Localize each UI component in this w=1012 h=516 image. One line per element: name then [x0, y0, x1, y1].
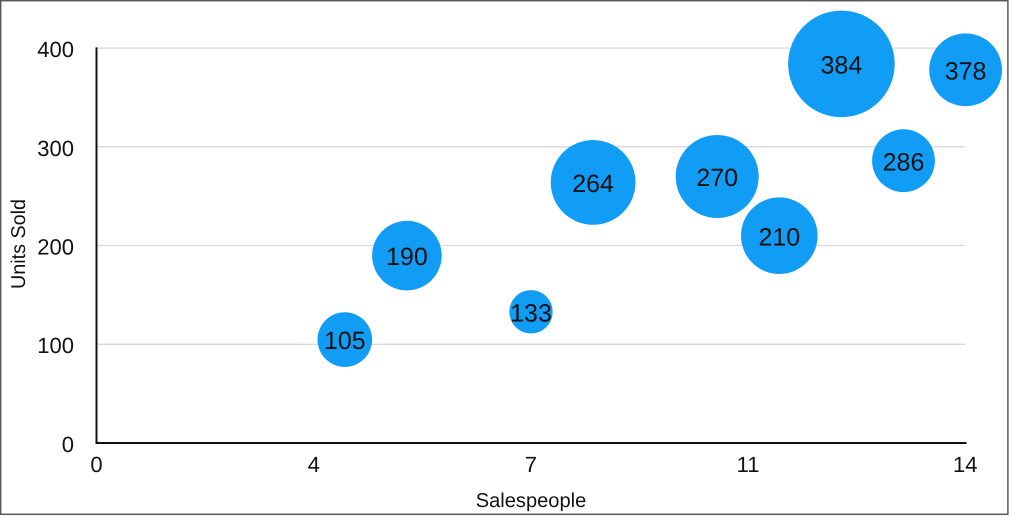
svg-text:286: 286	[883, 148, 925, 176]
svg-text:210: 210	[758, 223, 800, 251]
svg-text:270: 270	[696, 164, 738, 192]
svg-text:105: 105	[324, 327, 366, 355]
svg-text:4: 4	[308, 452, 320, 477]
svg-text:Salespeople: Salespeople	[476, 490, 587, 512]
svg-text:11: 11	[737, 452, 760, 477]
svg-text:0: 0	[90, 452, 102, 477]
svg-text:200: 200	[37, 235, 74, 260]
svg-text:378: 378	[945, 57, 987, 85]
svg-text:0: 0	[62, 432, 74, 457]
svg-text:133: 133	[510, 299, 552, 327]
svg-text:7: 7	[525, 452, 537, 477]
svg-text:400: 400	[37, 37, 74, 62]
svg-text:300: 300	[37, 136, 74, 161]
svg-text:Units Sold: Units Sold	[8, 199, 30, 289]
svg-text:384: 384	[821, 52, 863, 80]
svg-text:264: 264	[572, 170, 614, 198]
svg-text:14: 14	[953, 452, 977, 477]
svg-text:190: 190	[386, 243, 428, 271]
svg-text:100: 100	[37, 333, 74, 358]
